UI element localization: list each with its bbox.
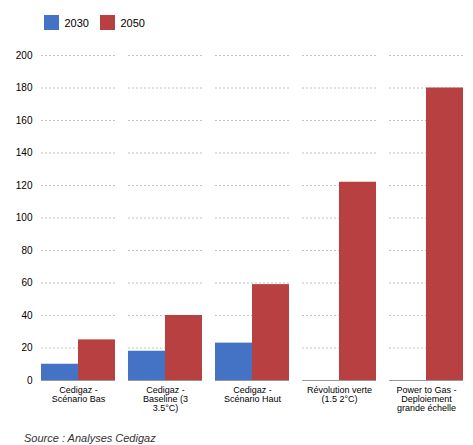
svg-text:Cedigaz -Scénario Bas: Cedigaz -Scénario Bas	[52, 384, 106, 403]
svg-text:Cedigaz -Scénario Haut: Cedigaz -Scénario Haut	[224, 384, 282, 403]
svg-text:200: 200	[16, 49, 33, 60]
svg-text:20: 20	[21, 342, 33, 353]
svg-text:140: 140	[16, 147, 33, 158]
svg-text:40: 40	[21, 309, 33, 320]
svg-text:60: 60	[21, 277, 33, 288]
html-text:2050: 2050	[120, 16, 145, 29]
svg-text:Révolution verte(1.5 2°C): Révolution verte(1.5 2°C)	[307, 384, 372, 403]
svg-text:0: 0	[27, 374, 33, 385]
svg-text:100: 100	[16, 212, 33, 223]
svg-text:160: 160	[16, 114, 33, 125]
svg-text:180: 180	[16, 82, 33, 93]
svg-text:120: 120	[16, 179, 33, 190]
html-text:2030: 2030	[64, 16, 89, 29]
svg-text:80: 80	[21, 244, 33, 255]
svg-text:Power to Gas -Deploiementgrand: Power to Gas -Deploiementgrande échelle	[396, 384, 456, 412]
svg-text:Cedigaz -Baseline (33.5°C): Cedigaz -Baseline (33.5°C)	[143, 384, 188, 412]
html-text:Source : Analyses Cedigaz: Source : Analyses Cedigaz	[24, 431, 156, 444]
